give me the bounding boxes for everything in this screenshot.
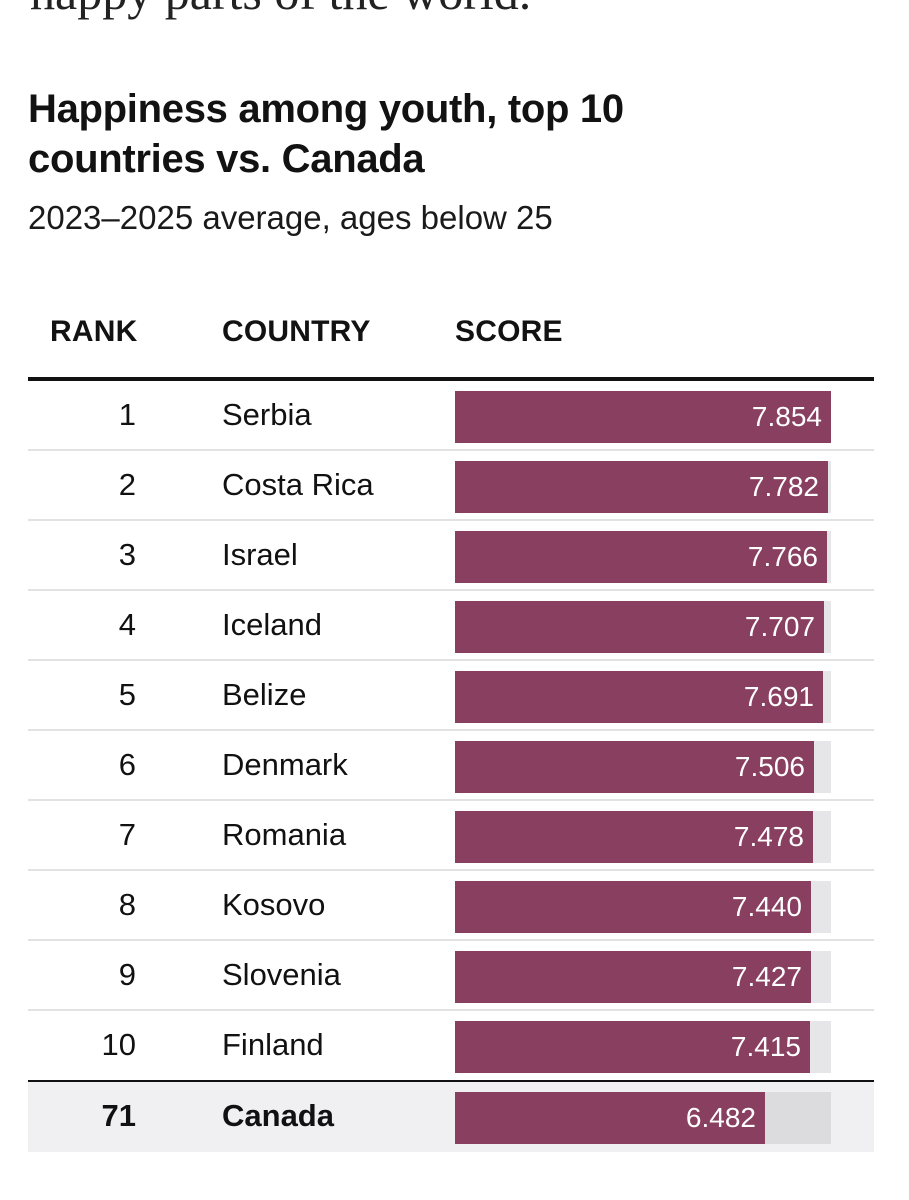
article-text-fragment: happy parts of the world. <box>30 0 531 22</box>
score-bar: 7.506 <box>455 741 814 793</box>
score-label: 7.766 <box>747 541 818 572</box>
country-cell: Costa Rica <box>222 467 374 502</box>
table-row: 1 Serbia 7.854 <box>28 381 874 451</box>
score-bar-track: 7.506 <box>455 741 831 793</box>
score-label: 7.427 <box>731 961 802 992</box>
rank-cell: 4 <box>118 607 136 642</box>
column-header-country: COUNTRY <box>222 315 371 348</box>
score-bar-track: 7.691 <box>455 671 831 723</box>
rank-cell: 9 <box>118 957 136 992</box>
score-bar-track: 7.766 <box>455 531 831 583</box>
table-row: 3 Israel 7.766 <box>28 521 874 591</box>
country-cell: Finland <box>222 1027 324 1062</box>
score-label: 7.506 <box>734 751 805 782</box>
country-cell: Canada <box>222 1098 334 1133</box>
country-cell: Belize <box>222 677 307 712</box>
rank-cell: 2 <box>118 467 136 502</box>
score-bar-track: 7.782 <box>455 461 831 513</box>
score-bar-track: 6.482 <box>455 1092 831 1144</box>
score-bar: 6.482 <box>455 1092 765 1144</box>
table-row: 2 Costa Rica 7.782 <box>28 451 874 521</box>
rank-cell: 6 <box>118 747 136 782</box>
score-bar: 7.691 <box>455 671 823 723</box>
rank-cell: 1 <box>118 397 136 432</box>
country-cell: Slovenia <box>222 957 341 992</box>
score-bar-track: 7.415 <box>455 1021 831 1073</box>
score-bar: 7.707 <box>455 601 824 653</box>
country-cell: Serbia <box>222 397 312 432</box>
score-bar-track: 7.478 <box>455 811 831 863</box>
table-row: 6 Denmark 7.506 <box>28 731 874 801</box>
rank-cell: 7 <box>118 817 136 852</box>
score-bar-track: 7.854 <box>455 391 831 443</box>
score-bar: 7.440 <box>455 881 811 933</box>
table-row: 8 Kosovo 7.440 <box>28 871 874 941</box>
score-label: 7.854 <box>751 401 822 432</box>
score-label: 7.782 <box>748 471 819 502</box>
table-row-highlight: 71 Canada 6.482 <box>28 1082 874 1152</box>
table-row: 9 Slovenia 7.427 <box>28 941 874 1011</box>
score-bar-track: 7.427 <box>455 951 831 1003</box>
table-row: 4 Iceland 7.707 <box>28 591 874 661</box>
rank-cell: 10 <box>101 1027 136 1062</box>
rank-cell: 8 <box>118 887 136 922</box>
column-header-rank: RANK <box>50 315 138 348</box>
rank-cell: 71 <box>101 1098 136 1133</box>
score-label: 7.440 <box>731 891 802 922</box>
score-label: 7.478 <box>733 821 804 852</box>
score-bar: 7.427 <box>455 951 811 1003</box>
score-label: 6.482 <box>685 1102 756 1133</box>
rank-cell: 5 <box>118 677 136 712</box>
score-bar-track: 7.440 <box>455 881 831 933</box>
score-bar: 7.766 <box>455 531 827 583</box>
chart-title: Happiness among youth, top 10 countries … <box>28 87 624 181</box>
score-label: 7.707 <box>744 611 815 642</box>
table-row: 10 Finland 7.415 <box>28 1011 874 1082</box>
chart-subtitle: 2023–2025 average, ages below 25 <box>28 199 553 236</box>
country-cell: Israel <box>222 537 298 572</box>
column-header-score: SCORE <box>455 315 563 348</box>
score-bar: 7.854 <box>455 391 831 443</box>
header-divider <box>28 377 874 381</box>
rank-cell: 3 <box>118 537 136 572</box>
table-row: 7 Romania 7.478 <box>28 801 874 871</box>
score-bar: 7.478 <box>455 811 813 863</box>
country-cell: Kosovo <box>222 887 326 922</box>
table-row: 5 Belize 7.691 <box>28 661 874 731</box>
country-cell: Denmark <box>222 747 348 782</box>
score-bar: 7.782 <box>455 461 828 513</box>
score-label: 7.415 <box>730 1031 801 1062</box>
score-bar: 7.415 <box>455 1021 810 1073</box>
score-label: 7.691 <box>743 681 814 712</box>
country-cell: Iceland <box>222 607 322 642</box>
country-cell: Romania <box>222 817 347 852</box>
score-bar-track: 7.707 <box>455 601 831 653</box>
ranking-table: 1 Serbia 7.854 2 Costa Rica 7.782 3 Israel 7.766… <box>28 381 874 1152</box>
